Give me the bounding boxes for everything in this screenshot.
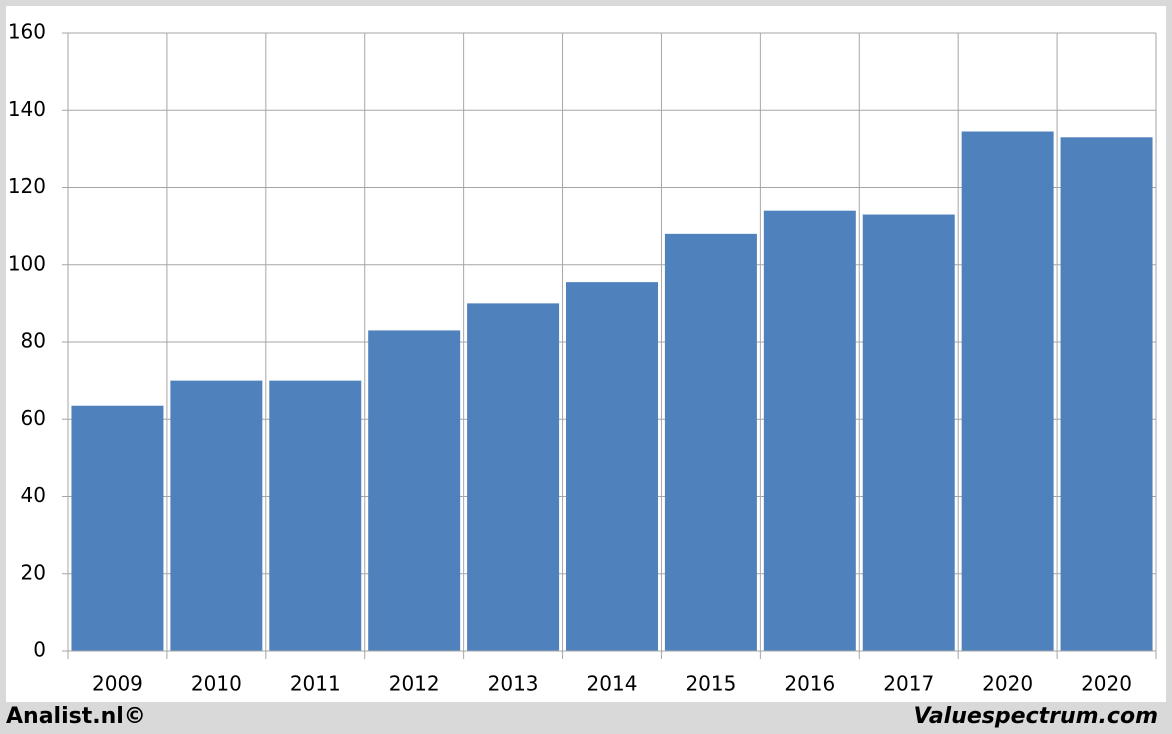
x-tick-label: 2010 [191,672,242,696]
y-tick-label: 0 [33,638,46,662]
y-tick-label: 40 [21,483,46,507]
bar [961,131,1054,651]
x-tick-label: 2016 [784,672,835,696]
x-tick-label: 2020 [1081,672,1132,696]
bar [763,210,856,652]
bar [170,380,263,651]
x-tick-label: 2017 [883,672,934,696]
bar [664,233,757,651]
y-tick-label: 160 [8,20,46,44]
y-tick-label: 120 [8,174,46,198]
bar [269,380,362,651]
x-tick-label: 2009 [92,672,143,696]
x-tick-label: 2015 [685,672,736,696]
footer-left: Analist.nl© [6,704,146,729]
bar [71,405,164,651]
footer-right: Valuespectrum.com [914,704,1158,729]
x-tick-label: 2020 [982,672,1033,696]
y-tick-label: 60 [21,406,46,430]
bar [862,214,955,651]
x-tick-label: 2014 [587,672,638,696]
y-tick-label: 140 [8,97,46,121]
x-tick-label: 2011 [290,672,341,696]
bar [368,330,461,651]
bar [1060,137,1153,652]
y-tick-label: 100 [8,251,46,275]
y-tick-label: 20 [21,560,46,584]
bar [566,282,658,651]
x-tick-label: 2013 [488,672,539,696]
y-tick-label: 80 [21,329,46,353]
x-tick-label: 2012 [389,672,440,696]
bar [467,303,560,651]
